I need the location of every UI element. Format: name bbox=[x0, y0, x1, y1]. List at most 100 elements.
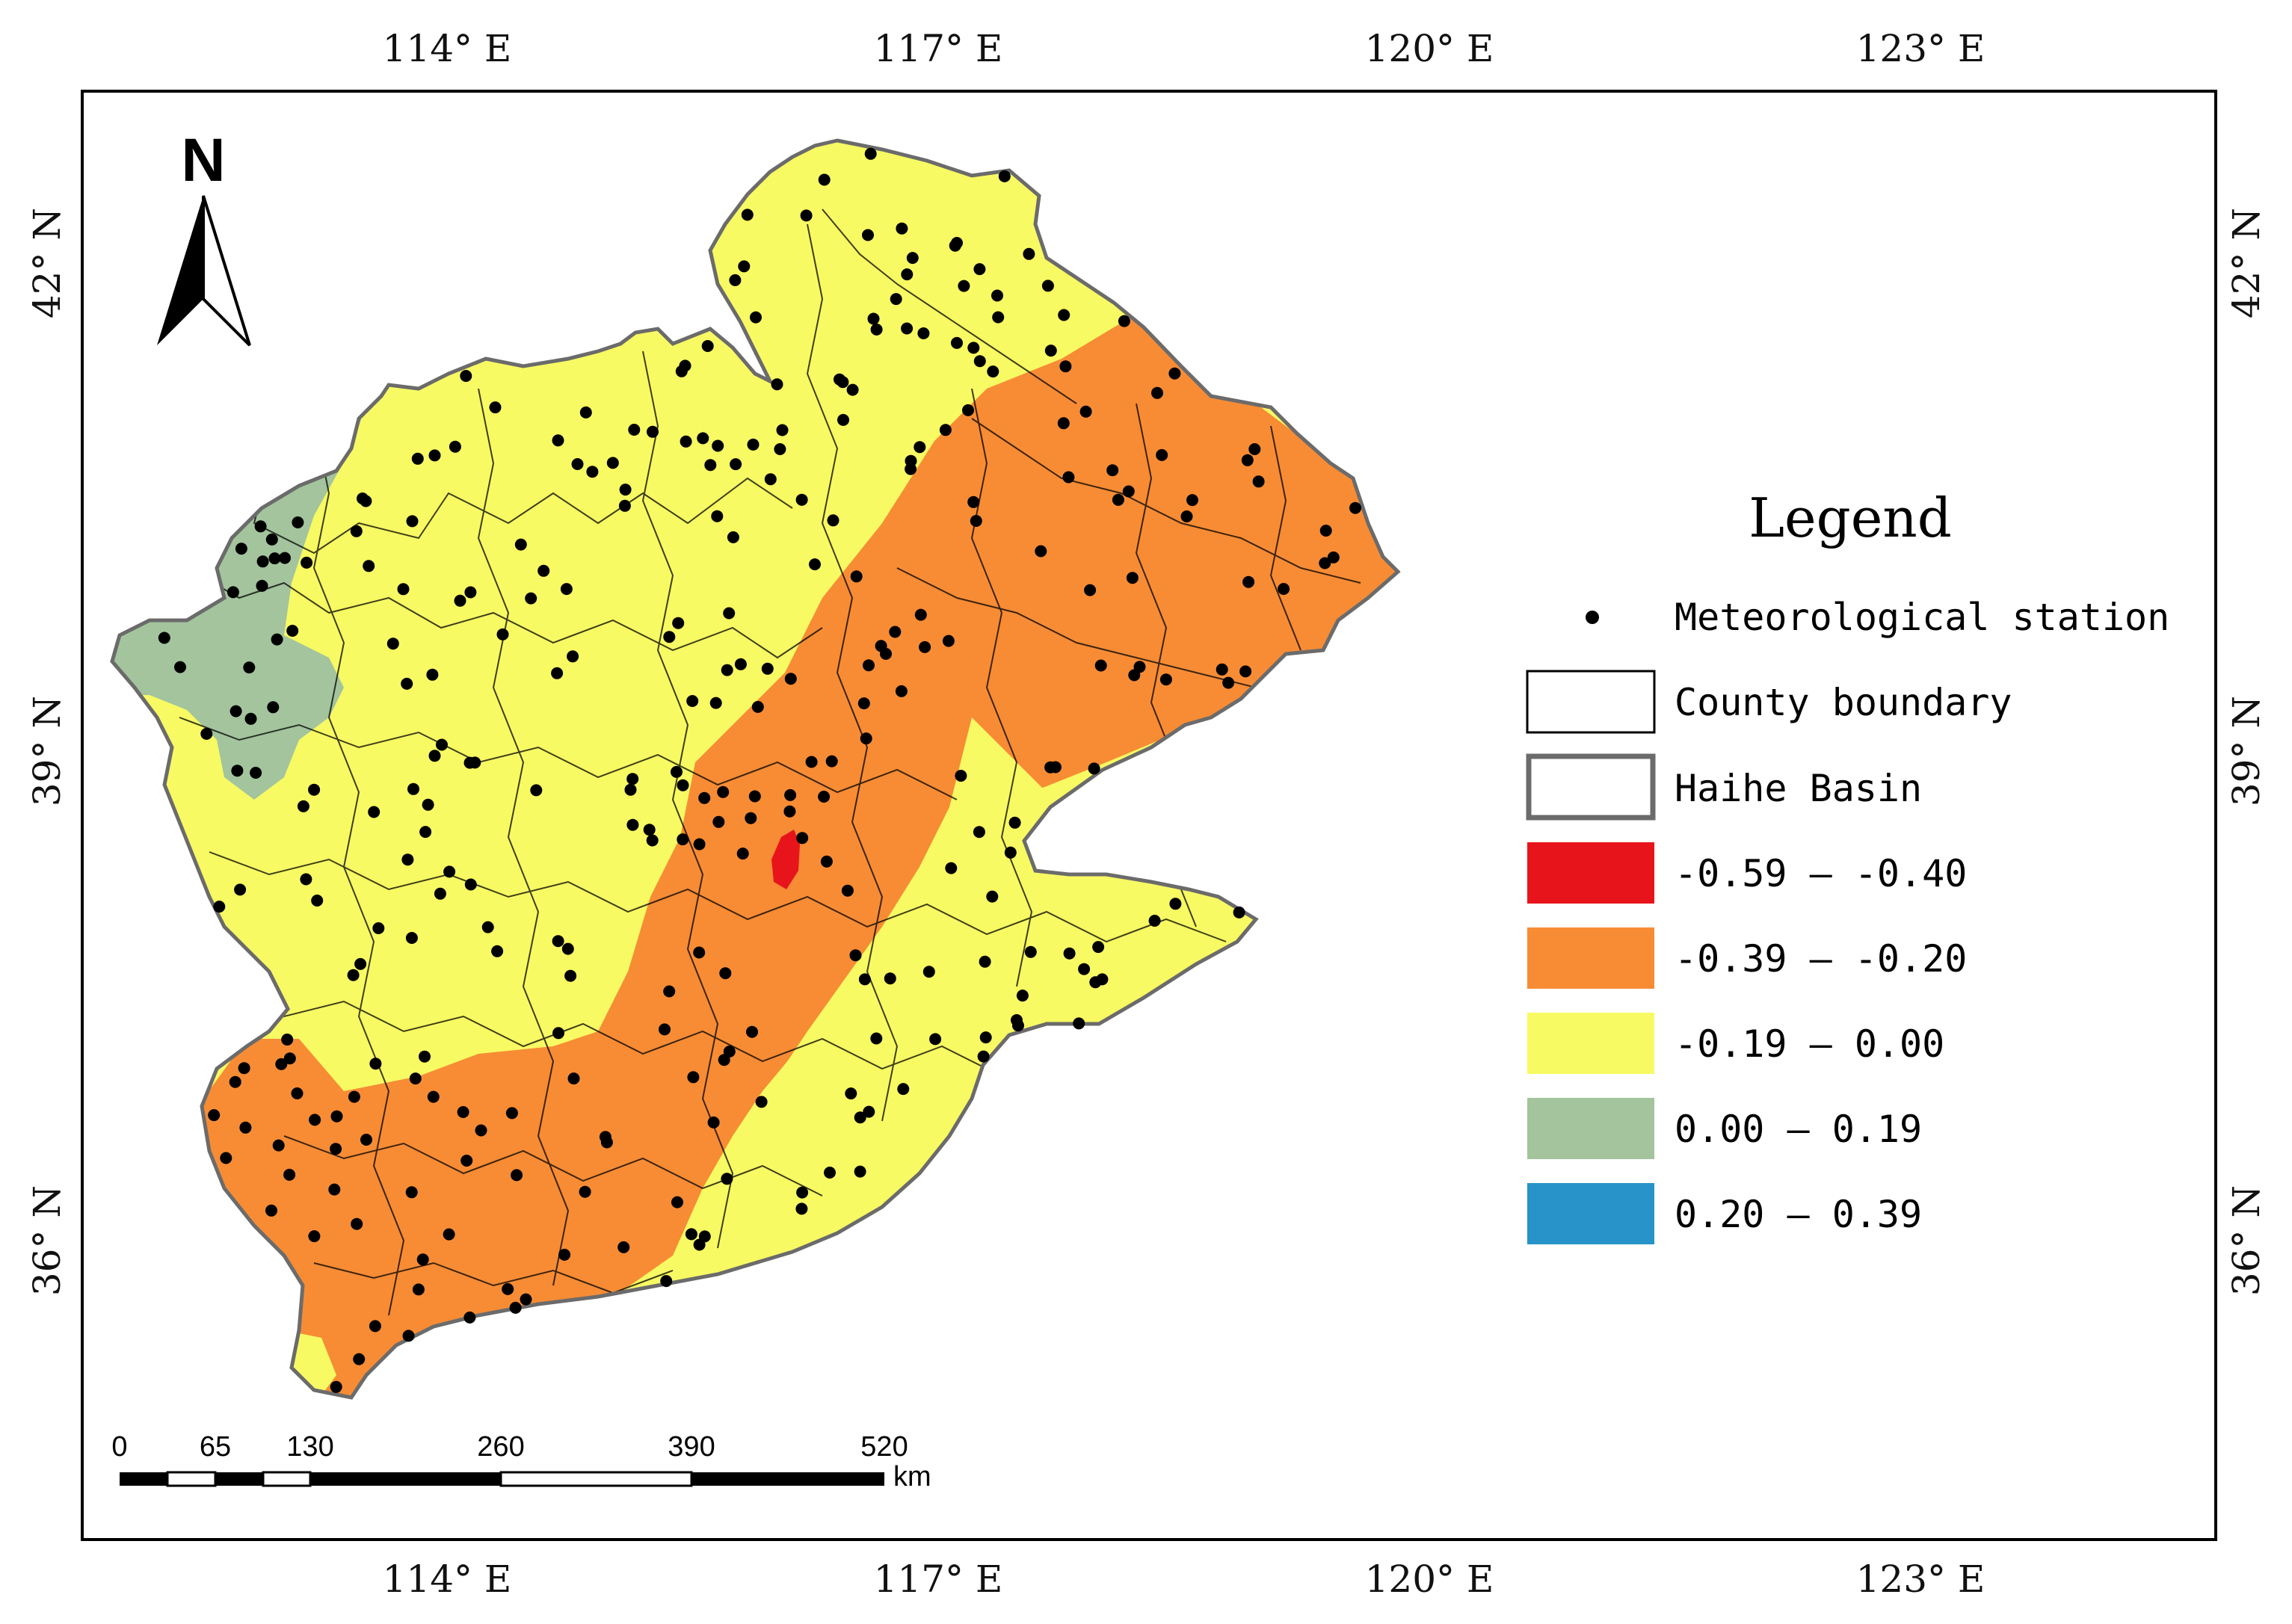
station-dot bbox=[1319, 557, 1331, 569]
station-dot bbox=[567, 650, 579, 663]
station-dot bbox=[457, 1106, 469, 1118]
station-dot bbox=[697, 432, 709, 445]
station-dot bbox=[401, 677, 413, 690]
scale-segment-3 bbox=[215, 1472, 263, 1486]
scale-segment-2 bbox=[166, 1471, 217, 1487]
station-dot bbox=[1319, 525, 1332, 537]
station-dot bbox=[875, 640, 887, 652]
station-dot bbox=[1004, 846, 1017, 859]
station-dot bbox=[272, 1139, 285, 1152]
station-dot bbox=[571, 458, 584, 470]
station-dot bbox=[712, 439, 724, 452]
station-dot bbox=[783, 805, 796, 818]
station-dot bbox=[426, 668, 439, 681]
station-dot bbox=[824, 1167, 836, 1179]
station-dot bbox=[747, 438, 760, 451]
station-dot bbox=[914, 441, 926, 454]
legend-station-symbol bbox=[1586, 611, 1599, 624]
station-dot bbox=[698, 791, 711, 804]
station-dot bbox=[951, 336, 963, 349]
legend: Legend Meteorological station County bou… bbox=[1526, 487, 2169, 1244]
north-arrow: N bbox=[157, 126, 251, 347]
station-dot bbox=[897, 1083, 910, 1096]
station-dot bbox=[619, 484, 632, 496]
station-dot bbox=[369, 1320, 381, 1333]
station-dot bbox=[368, 806, 381, 818]
station-dot bbox=[1112, 493, 1124, 506]
station-dot bbox=[235, 543, 247, 555]
station-dot bbox=[428, 449, 441, 462]
station-dot bbox=[1063, 947, 1076, 960]
station-dot bbox=[709, 697, 722, 709]
station-dot bbox=[663, 985, 676, 998]
station-dot bbox=[721, 664, 733, 676]
station-dot bbox=[973, 826, 985, 839]
station-dot bbox=[745, 812, 757, 824]
station-dot bbox=[350, 525, 363, 537]
lat-tick-left-3: 36° N bbox=[25, 1185, 69, 1296]
station-dot bbox=[784, 673, 797, 685]
station-dot bbox=[896, 222, 908, 235]
station-dot bbox=[308, 1230, 321, 1243]
station-dot bbox=[729, 274, 742, 286]
station-dot bbox=[895, 685, 908, 697]
scale-unit: km bbox=[893, 1461, 931, 1492]
station-dot bbox=[309, 1114, 321, 1126]
station-dot bbox=[845, 1087, 857, 1100]
station-dot bbox=[970, 515, 982, 527]
station-dot bbox=[849, 949, 862, 962]
station-dot bbox=[231, 765, 244, 777]
station-dot bbox=[275, 1058, 288, 1070]
station-dot bbox=[286, 625, 299, 637]
station-dot bbox=[628, 424, 641, 436]
station-dot bbox=[846, 383, 859, 396]
station-dot bbox=[360, 1134, 372, 1146]
station-dot bbox=[626, 818, 639, 831]
station-dot bbox=[1349, 501, 1361, 514]
station-dot bbox=[254, 520, 267, 533]
station-dot bbox=[514, 538, 527, 551]
lon-tick-bottom-4: 123° E bbox=[1856, 1557, 1986, 1601]
station-dot bbox=[348, 1090, 360, 1103]
station-dot bbox=[805, 756, 818, 768]
station-dot bbox=[922, 966, 935, 978]
station-dot bbox=[208, 1109, 221, 1122]
scale-bar: 0 65 130 260 390 520 km bbox=[111, 1431, 931, 1492]
station-dot bbox=[354, 957, 367, 970]
station-dot bbox=[1186, 494, 1198, 507]
station-dot bbox=[905, 463, 917, 475]
station-dot bbox=[464, 878, 477, 891]
station-dot bbox=[1011, 1014, 1023, 1026]
station-dot bbox=[401, 853, 414, 866]
station-dot bbox=[854, 1165, 866, 1178]
station-dot bbox=[1222, 676, 1235, 689]
station-dot bbox=[659, 1023, 671, 1036]
station-dot bbox=[1049, 761, 1062, 774]
legend-swatch-green bbox=[1527, 1098, 1654, 1159]
legend-label-county-boundary: County boundary bbox=[1675, 681, 2012, 724]
station-dot bbox=[677, 779, 689, 791]
station-dot bbox=[1169, 898, 1182, 910]
station-dot bbox=[1079, 405, 1092, 418]
station-dot bbox=[750, 311, 762, 324]
station-dot bbox=[741, 209, 754, 221]
station-dot bbox=[663, 631, 676, 643]
station-dot bbox=[1089, 976, 1102, 989]
station-dot bbox=[837, 376, 849, 389]
lat-tick-right-2: 39° N bbox=[2225, 696, 2268, 806]
legend-swatch-orange bbox=[1527, 927, 1654, 989]
station-dot bbox=[685, 1228, 697, 1241]
station-dot bbox=[579, 406, 592, 419]
station-dot bbox=[1242, 575, 1255, 588]
station-dot bbox=[738, 260, 751, 273]
station-dot bbox=[680, 435, 692, 448]
station-dot bbox=[1128, 669, 1141, 682]
station-dot bbox=[820, 855, 833, 868]
station-dot bbox=[864, 147, 877, 160]
station-dot bbox=[1078, 963, 1091, 975]
station-dot bbox=[992, 311, 1005, 324]
station-dot bbox=[369, 1058, 382, 1070]
lon-tick-bottom-2: 117° E bbox=[874, 1557, 1003, 1601]
station-dot bbox=[402, 1330, 415, 1342]
station-dot bbox=[870, 323, 883, 336]
